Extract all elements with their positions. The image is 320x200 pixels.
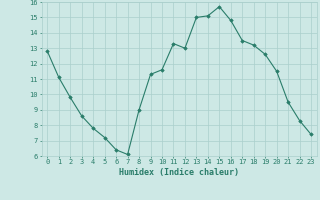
X-axis label: Humidex (Indice chaleur): Humidex (Indice chaleur) [119, 168, 239, 177]
